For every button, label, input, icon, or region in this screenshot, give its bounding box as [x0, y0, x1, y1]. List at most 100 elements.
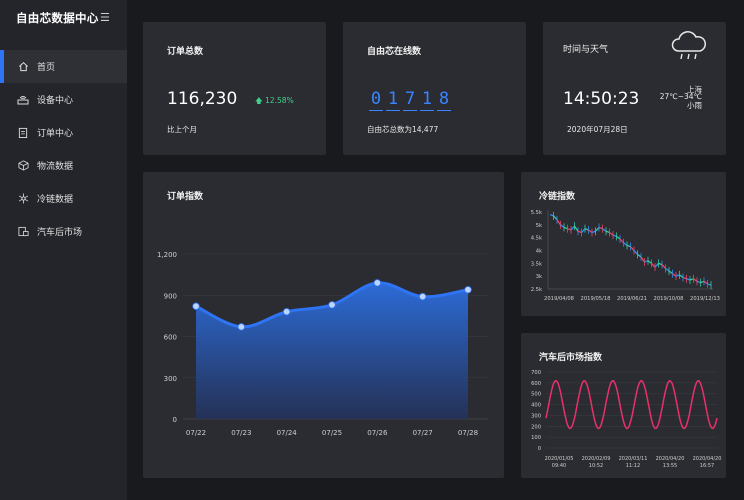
order-point — [418, 292, 427, 301]
x-tick-label: 2019/06/21 — [617, 296, 647, 302]
cold-segment — [612, 234, 617, 237]
x-tick-label: 2019/10/08 — [654, 296, 684, 302]
cold-segment — [584, 228, 589, 231]
cold-segment — [556, 219, 562, 226]
order-index-card: 订单指数 0 300 600 900 1,200 07/22 07/23 07/24 07/25… — [143, 172, 504, 478]
y-tick-label: 3k — [536, 274, 542, 280]
app-title: 自由芯数据中心 — [16, 11, 99, 25]
cold-segment — [672, 273, 677, 277]
orders-title: 订单总数 — [167, 47, 204, 57]
y-tick-label: 300 — [164, 375, 177, 383]
cold-segment — [626, 244, 631, 248]
x-tick-label: 07/28 — [458, 429, 478, 437]
sidebar-item-label: 设备中心 — [37, 96, 74, 106]
home-icon — [17, 61, 29, 73]
y-tick-label: 300 — [531, 413, 541, 419]
cold-segment — [644, 260, 649, 263]
car-index-title: 汽车后市场指数 — [539, 353, 603, 363]
cold-segment — [647, 260, 652, 264]
y-tick-label: 600 — [531, 381, 541, 387]
sidebar-item-orders[interactable]: 订单中心 — [0, 116, 127, 149]
x-tick-label: 2020/03/11 — [619, 456, 648, 462]
sidebar-item-devices[interactable]: 设备中心 — [0, 83, 127, 116]
y-tick-label: 4k — [536, 249, 542, 255]
cold-segment — [686, 278, 691, 281]
cold-segment — [609, 232, 614, 236]
cold-segment — [573, 225, 579, 232]
cold-segment — [619, 238, 624, 244]
car-line — [545, 380, 718, 430]
orders-caption: 比上个月 — [167, 125, 197, 134]
x-tick-label: 09:40 — [552, 463, 566, 469]
box-icon — [17, 160, 29, 172]
weather-condition: 小雨 — [687, 101, 702, 110]
cold-segment — [605, 230, 610, 234]
y-tick-label: 5k — [536, 223, 542, 229]
cold-segment — [616, 235, 621, 240]
cold-segment — [577, 230, 582, 234]
cold-segment — [665, 267, 670, 272]
sidebar-item-home[interactable]: 首页 — [0, 50, 127, 83]
cold-segment — [651, 262, 656, 268]
snowflake-icon — [17, 193, 29, 205]
y-tick-label: 4.5k — [531, 236, 542, 242]
online-digit: 8 — [437, 89, 451, 111]
cold-segment — [654, 262, 659, 268]
online-digit: 0 — [369, 89, 383, 111]
x-tick-label: 2020/02/09 — [582, 456, 611, 462]
sidebar-item-aftermarket[interactable]: 汽车后市场 — [0, 215, 127, 248]
cold-segment — [588, 229, 593, 234]
order-point — [464, 286, 472, 294]
order-point — [282, 308, 291, 316]
cold-segment — [581, 228, 586, 233]
x-tick-label: 2019/04/08 — [544, 296, 574, 302]
cold-segment — [637, 253, 642, 258]
weather-title: 时间与天气 — [563, 45, 609, 55]
x-tick-label: 07/25 — [322, 429, 342, 437]
cold-segment — [679, 274, 684, 278]
weather-city: 上海 — [687, 85, 702, 94]
y-tick-label: 900 — [164, 292, 177, 300]
router-icon — [17, 94, 29, 106]
sidebar-item-coldchain[interactable]: 冷链数据 — [0, 182, 127, 215]
weather-temp: 27℃~34℃ — [659, 92, 702, 101]
online-digit: 1 — [386, 89, 400, 111]
y-tick-label: 5.5k — [531, 210, 542, 216]
car-icon — [17, 226, 29, 238]
cloud-rain-icon — [669, 31, 709, 67]
sidebar-item-label: 汽车后市场 — [37, 228, 83, 238]
order-index-title: 订单指数 — [167, 192, 204, 202]
cold-index-chart: 2.5k 3k 3.5k 4k 4.5k 5k 5.5k 2019/04/08 2019/05/… — [531, 210, 720, 302]
sidebar: 自由芯数据中心 ☰ 首页 设备中心 订单中心 物流数据 冷链数据 汽车后市场 — [0, 0, 127, 500]
cold-segment — [563, 226, 568, 230]
y-tick-label: 400 — [531, 403, 541, 409]
y-tick-label: 500 — [531, 392, 541, 398]
online-title: 自由芯在线数 — [367, 47, 422, 57]
cold-segment — [668, 270, 673, 275]
order-point — [192, 302, 200, 310]
x-tick-label: 11:12 — [626, 463, 640, 469]
cold-segment — [560, 224, 565, 228]
hamburger-icon[interactable]: ☰ — [100, 11, 110, 24]
orders-card: 订单总数 116,230 🡅 12.58% 比上个月 — [143, 22, 326, 155]
cold-segment — [640, 256, 646, 263]
y-tick-label: 100 — [531, 435, 541, 441]
cold-segment — [633, 250, 638, 255]
y-tick-label: 1,200 — [157, 251, 177, 259]
order-point — [237, 323, 246, 331]
cold-segment — [689, 278, 694, 281]
y-tick-label: 600 — [164, 334, 177, 342]
car-index-card: 汽车后市场指数 0 100 200 300 400 500 600 700 2020/01/05… — [521, 333, 726, 478]
x-tick-label: 2019/12/13 — [690, 296, 720, 302]
cold-segment — [553, 215, 558, 221]
x-tick-label: 2020/01/05 — [545, 456, 574, 462]
weather-card: 时间与天气 14:50:23 上海 27℃~34℃ 小雨 2020年07月28日 — [543, 22, 726, 155]
sidebar-item-logistics[interactable]: 物流数据 — [0, 149, 127, 182]
x-tick-label: 07/24 — [277, 429, 298, 437]
x-tick-label: 16:57 — [700, 463, 714, 469]
online-caption: 自由芯总数为14,477 — [367, 125, 439, 134]
x-tick-label: 10:52 — [589, 463, 603, 469]
cold-segment — [661, 264, 666, 269]
y-tick-label: 0 — [538, 446, 541, 452]
